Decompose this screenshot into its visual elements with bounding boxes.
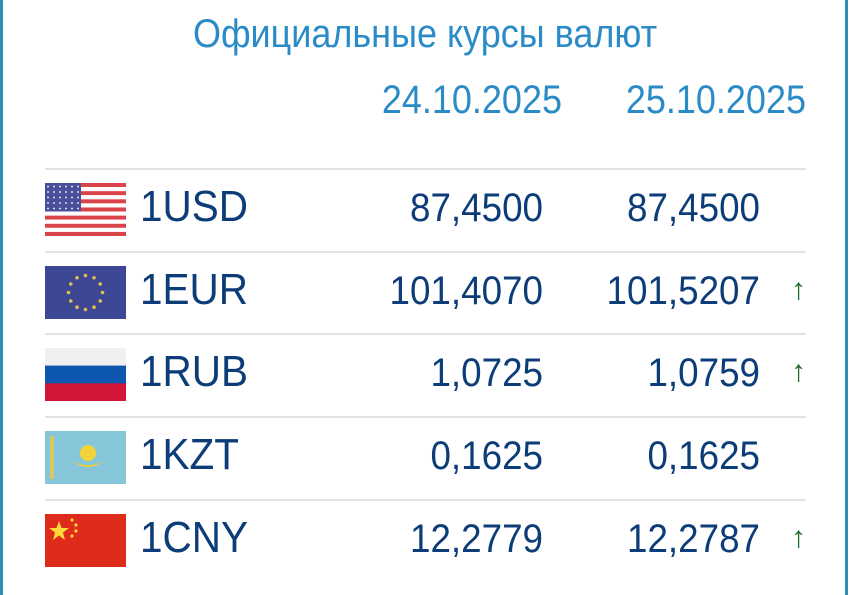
rate-date-1: 87,4500 xyxy=(409,186,543,230)
rate-row-rub: 1RUB 1,0725 1,0759 ↑ xyxy=(45,333,806,417)
right-border xyxy=(845,0,848,595)
currency-code: 1RUB xyxy=(140,347,248,397)
rate-date-1: 0,1625 xyxy=(430,434,543,479)
page-title: Официальные курсы валют xyxy=(192,12,658,56)
rate-date-2: 101,5207 xyxy=(606,268,760,313)
rate-date-1: 101,4070 xyxy=(389,268,543,313)
date-header-2: 25.10.2025 xyxy=(625,78,806,122)
rate-date-2: 12,2787 xyxy=(626,516,760,561)
rate-row-kzt: 1KZT 0,1625 0,1625 xyxy=(45,416,806,500)
rate-row-cny: 1CNY 12,2779 12,2787 ↑ xyxy=(45,498,806,583)
rate-row-usd: 1USD 87,4500 87,4500 xyxy=(45,168,806,252)
date-header-1: 24.10.2025 xyxy=(381,78,562,122)
arrow-up-icon: ↑ xyxy=(791,272,806,306)
arrow-up-icon: ↑ xyxy=(791,520,806,554)
arrow-up-icon: ↑ xyxy=(791,355,806,389)
left-border xyxy=(0,0,3,595)
rate-date-2: 0,1625 xyxy=(647,434,760,479)
currency-code: 1CNY xyxy=(140,512,248,562)
currency-code: 1EUR xyxy=(140,264,248,314)
rate-date-1: 1,0725 xyxy=(430,351,543,396)
currency-code: 1KZT xyxy=(140,430,239,480)
currency-code: 1USD xyxy=(140,182,248,231)
rate-date-1: 12,2779 xyxy=(409,516,543,561)
rate-date-2: 87,4500 xyxy=(626,186,760,230)
rate-row-eur: 1EUR 101,4070 101,5207 ↑ xyxy=(45,250,806,335)
rate-date-2: 1,0759 xyxy=(647,351,760,396)
